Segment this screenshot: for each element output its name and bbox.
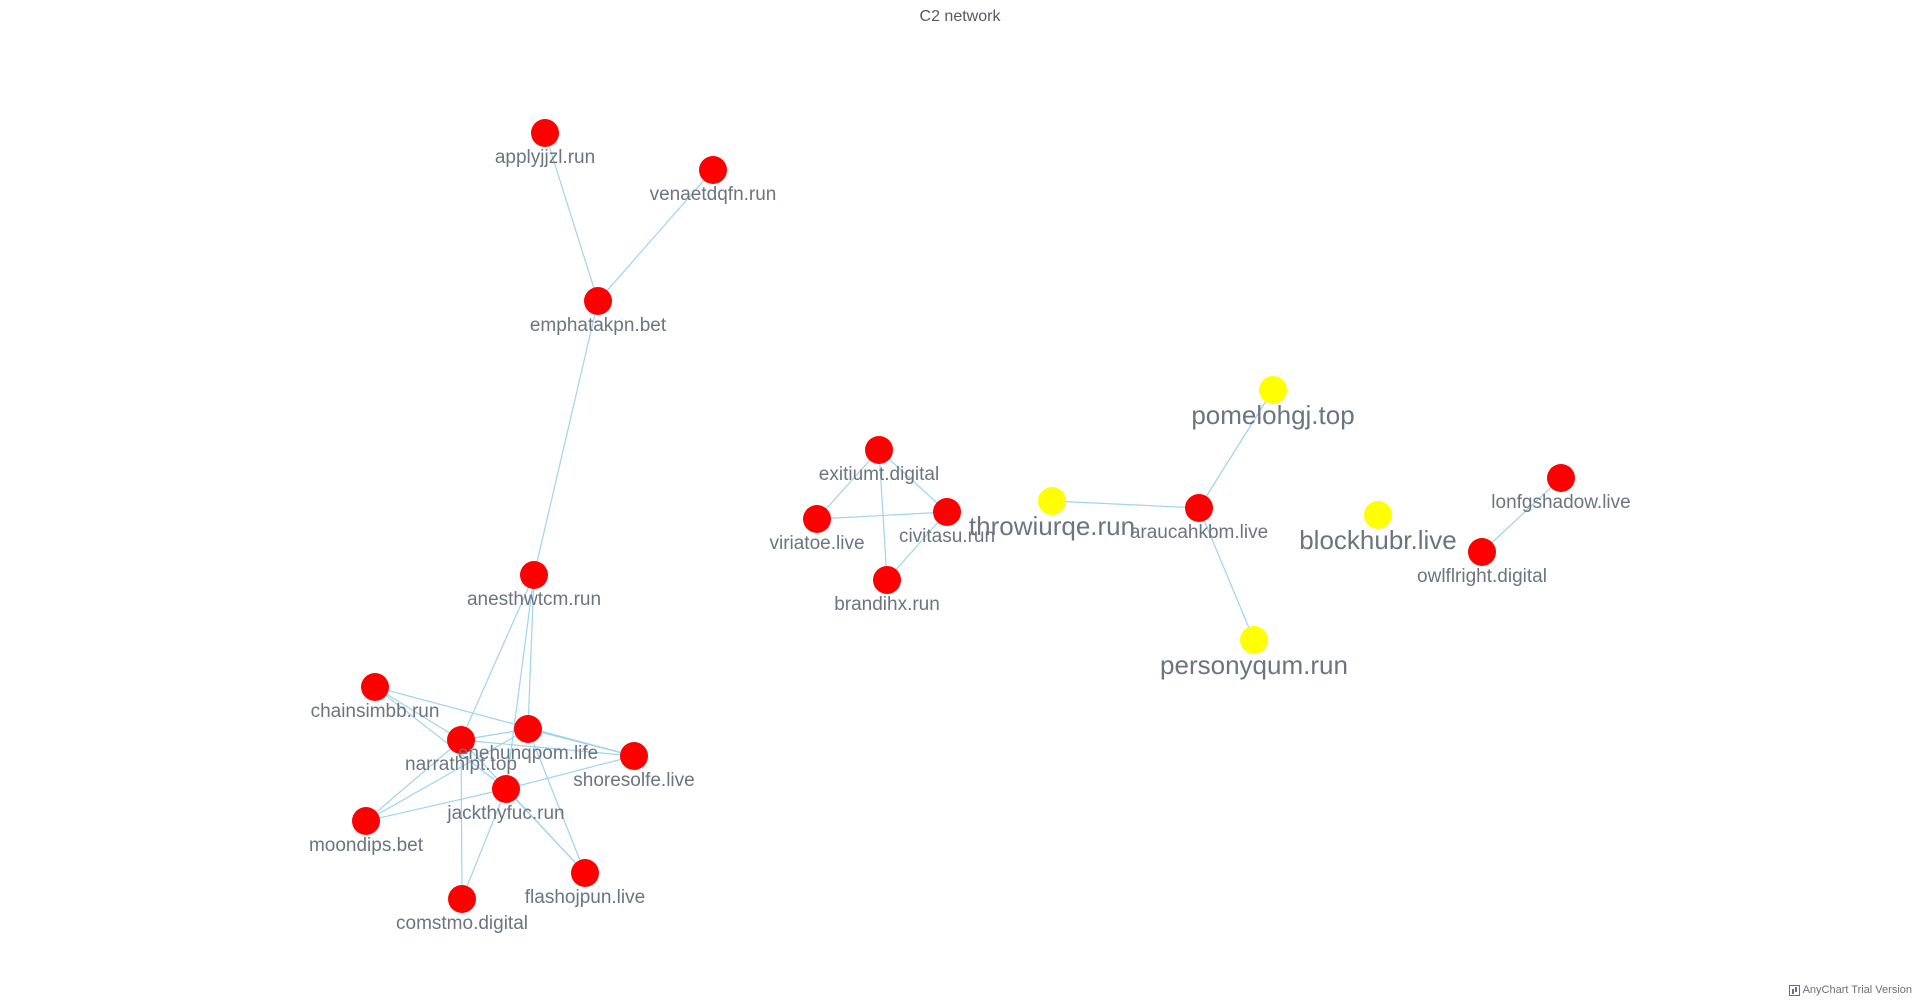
node-label-narrathlpt.top: narrathlpt.top xyxy=(405,754,517,775)
node-shoresolfe.live[interactable] xyxy=(620,742,648,770)
node-owlflright.digital[interactable] xyxy=(1468,538,1496,566)
node-label-flashojpun.live: flashojpun.live xyxy=(525,887,645,908)
node-exitiumt.digital[interactable] xyxy=(865,436,893,464)
edge-enehunqpom.life-shoresolfe.live xyxy=(527,728,635,757)
node-lonfgshadow.live[interactable] xyxy=(1547,464,1575,492)
edge-viriatoe.live-civitasu.run xyxy=(816,511,948,520)
edge-lonfgshadow.live-owlflright.digital xyxy=(1481,477,1562,553)
node-label-brandihx.run: brandihx.run xyxy=(834,594,940,615)
edge-exitiumt.digital-civitasu.run xyxy=(878,449,948,513)
node-civitasu.run[interactable] xyxy=(933,498,961,526)
node-comstmo.digital[interactable] xyxy=(448,885,476,913)
node-brandihx.run[interactable] xyxy=(873,566,901,594)
edge-venaetdqfn.run-emphatakpn.bet xyxy=(597,169,714,302)
node-label-shoresolfe.live: shoresolfe.live xyxy=(573,770,694,791)
edge-anesthwtcm.run-jackthyfuc.run xyxy=(505,574,535,790)
credit-text: AnyChart Trial Version xyxy=(1802,984,1912,996)
node-araucahkbm.live[interactable] xyxy=(1185,494,1213,522)
node-label-emphatakpn.bet: emphatakpn.bet xyxy=(530,315,667,336)
chart-icon xyxy=(1788,984,1800,996)
edge-emphatakpn.bet-anesthwtcm.run xyxy=(533,300,599,576)
node-applyjjzl.run[interactable] xyxy=(531,119,559,147)
node-anesthwtcm.run[interactable] xyxy=(520,561,548,589)
node-chainsimbb.run[interactable] xyxy=(361,673,389,701)
edge-shoresolfe.live-jackthyfuc.run xyxy=(505,755,635,790)
node-label-moondips.bet: moondips.bet xyxy=(309,835,424,856)
node-pomelohgj.top[interactable] xyxy=(1259,376,1287,404)
edge-araucahkbm.live-pomelohgj.top xyxy=(1198,389,1274,509)
node-label-owlflright.digital: owlflright.digital xyxy=(1417,566,1547,587)
node-narrathlpt.top[interactable] xyxy=(447,726,475,754)
node-label-exitiumt.digital: exitiumt.digital xyxy=(819,464,939,485)
node-label-pomelohgj.top: pomelohgj.top xyxy=(1191,400,1354,430)
node-label-comstmo.digital: comstmo.digital xyxy=(396,913,528,934)
node-personyqum.run[interactable] xyxy=(1240,626,1268,654)
edge-civitasu.run-brandihx.run xyxy=(886,511,948,581)
edge-narrathlpt.top-shoresolfe.live xyxy=(460,739,635,757)
node-venaetdqfn.run[interactable] xyxy=(699,156,727,184)
edge-chainsimbb.run-narrathlpt.top xyxy=(374,686,462,741)
node-label-viriatoe.live: viriatoe.live xyxy=(769,533,864,554)
node-label-civitasu.run: civitasu.run xyxy=(899,526,995,547)
edge-jackthyfuc.run-flashojpun.live xyxy=(505,788,586,874)
node-label-personyqum.run: personyqum.run xyxy=(1160,650,1348,680)
node-label-anesthwtcm.run: anesthwtcm.run xyxy=(467,589,601,610)
edge-throwiurqe.run-araucahkbm.live xyxy=(1051,500,1200,509)
node-throwiurqe.run[interactable] xyxy=(1038,487,1066,515)
node-label-enehunqpom.life: enehunqpom.life xyxy=(458,743,599,764)
node-label-lonfgshadow.live: lonfgshadow.live xyxy=(1491,492,1630,513)
trial-credit[interactable]: AnyChart Trial Version xyxy=(1788,984,1912,996)
edge-exitiumt.digital-viriatoe.live xyxy=(816,449,880,520)
edge-enehunqpom.life-moondips.bet xyxy=(365,728,529,822)
edges-layer xyxy=(365,132,1562,900)
edge-enehunqpom.life-flashojpun.live xyxy=(527,728,586,874)
node-label-throwiurqe.run: throwiurqe.run xyxy=(969,511,1135,541)
node-emphatakpn.bet[interactable] xyxy=(584,287,612,315)
node-label-venaetdqfn.run: venaetdqfn.run xyxy=(650,184,777,205)
edge-araucahkbm.live-personyqum.run xyxy=(1198,507,1255,641)
edge-narrathlpt.top-moondips.bet xyxy=(365,739,462,822)
node-label-araucahkbm.live: araucahkbm.live xyxy=(1130,522,1268,543)
edge-anesthwtcm.run-enehunqpom.life xyxy=(527,574,535,730)
edge-applyjjzl.run-emphatakpn.bet xyxy=(544,132,599,302)
node-flashojpun.live[interactable] xyxy=(571,859,599,887)
edge-jackthyfuc.run-comstmo.digital xyxy=(461,788,507,900)
node-viriatoe.live[interactable] xyxy=(803,505,831,533)
node-label-chainsimbb.run: chainsimbb.run xyxy=(311,701,440,722)
node-label-applyjjzl.run: applyjjzl.run xyxy=(495,147,595,168)
node-label-jackthyfuc.run: jackthyfuc.run xyxy=(446,803,564,824)
node-label-blockhubr.live: blockhubr.live xyxy=(1299,525,1457,555)
node-blockhubr.live[interactable] xyxy=(1364,501,1392,529)
edge-chainsimbb.run-jackthyfuc.run xyxy=(374,686,507,790)
nodes-layer: applyjjzl.run venaetdqfn.run emphatakpn.be… xyxy=(309,119,1631,934)
edge-anesthwtcm.run-narrathlpt.top xyxy=(460,574,535,741)
node-jackthyfuc.run[interactable] xyxy=(492,775,520,803)
node-enehunqpom.life[interactable] xyxy=(514,715,542,743)
edge-jackthyfuc.run-moondips.bet xyxy=(365,788,507,822)
node-moondips.bet[interactable] xyxy=(352,807,380,835)
chart-title: C2 network xyxy=(919,8,1001,25)
